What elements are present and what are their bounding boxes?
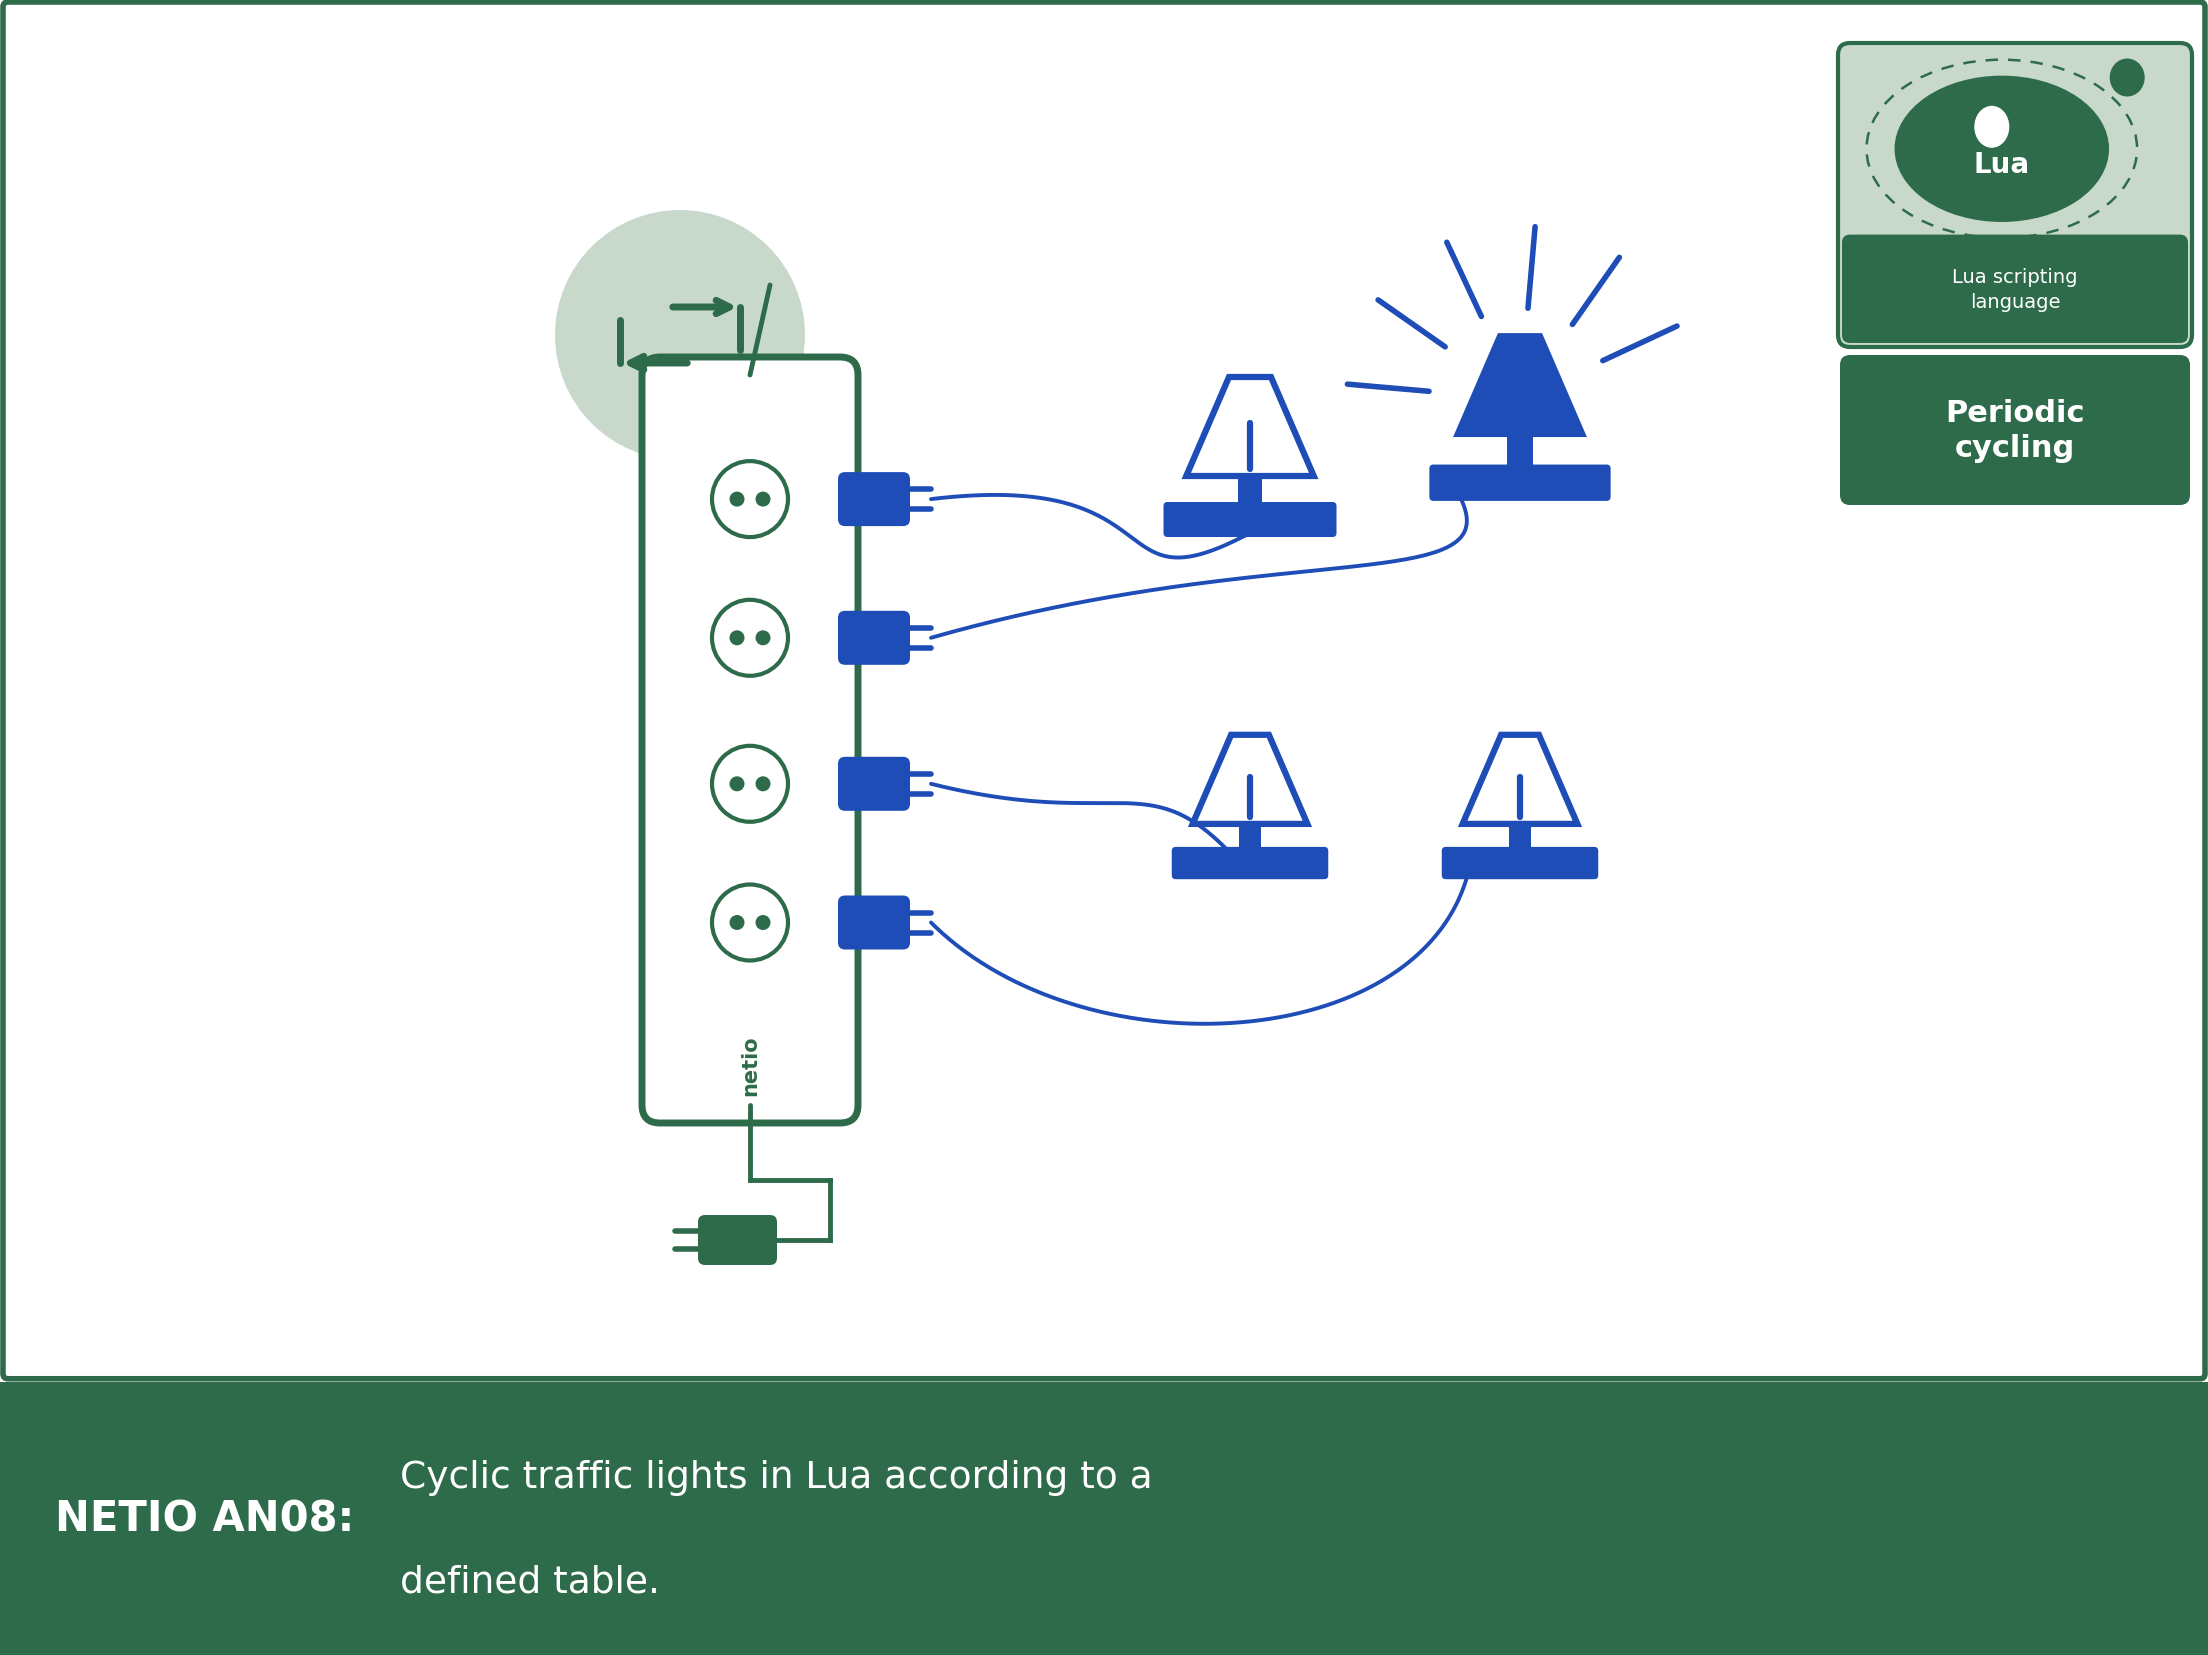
Circle shape: [729, 631, 744, 645]
Circle shape: [711, 746, 788, 823]
Ellipse shape: [1974, 106, 2009, 149]
FancyBboxPatch shape: [839, 611, 910, 665]
Circle shape: [755, 776, 771, 791]
FancyBboxPatch shape: [698, 1215, 777, 1264]
Bar: [1239, 477, 1263, 506]
FancyBboxPatch shape: [1172, 847, 1329, 880]
Circle shape: [729, 492, 744, 508]
Circle shape: [755, 492, 771, 508]
Text: Cyclic traffic lights in Lua according to a: Cyclic traffic lights in Lua according t…: [400, 1460, 1153, 1496]
Circle shape: [711, 462, 788, 538]
FancyBboxPatch shape: [643, 357, 859, 1124]
Circle shape: [729, 776, 744, 791]
FancyBboxPatch shape: [839, 895, 910, 950]
FancyBboxPatch shape: [1442, 847, 1599, 880]
Bar: [1510, 824, 1530, 851]
Circle shape: [554, 210, 806, 460]
Text: Periodic
cycling: Periodic cycling: [1945, 399, 2084, 463]
FancyBboxPatch shape: [1164, 503, 1336, 538]
Bar: [1508, 439, 1532, 470]
FancyBboxPatch shape: [0, 1382, 2208, 1655]
Ellipse shape: [1894, 76, 2109, 223]
Polygon shape: [1186, 377, 1314, 477]
Circle shape: [711, 885, 788, 962]
FancyBboxPatch shape: [1837, 45, 2193, 348]
Polygon shape: [1453, 334, 1588, 439]
Text: defined table.: defined table.: [400, 1564, 660, 1599]
Polygon shape: [1192, 735, 1307, 824]
FancyBboxPatch shape: [1841, 235, 2188, 344]
Text: Lua: Lua: [1974, 151, 2029, 179]
Circle shape: [755, 631, 771, 645]
Text: NETIO AN08:: NETIO AN08:: [55, 1498, 353, 1539]
Circle shape: [729, 915, 744, 930]
Polygon shape: [1462, 735, 1577, 824]
Bar: [1239, 824, 1261, 851]
Circle shape: [755, 915, 771, 930]
FancyBboxPatch shape: [1429, 465, 1610, 501]
FancyBboxPatch shape: [839, 473, 910, 526]
FancyBboxPatch shape: [1839, 356, 2190, 506]
Ellipse shape: [2109, 60, 2144, 98]
Text: Lua scripting
language: Lua scripting language: [1952, 268, 2078, 311]
Circle shape: [711, 601, 788, 677]
FancyBboxPatch shape: [839, 758, 910, 811]
Text: netio: netio: [740, 1034, 760, 1096]
